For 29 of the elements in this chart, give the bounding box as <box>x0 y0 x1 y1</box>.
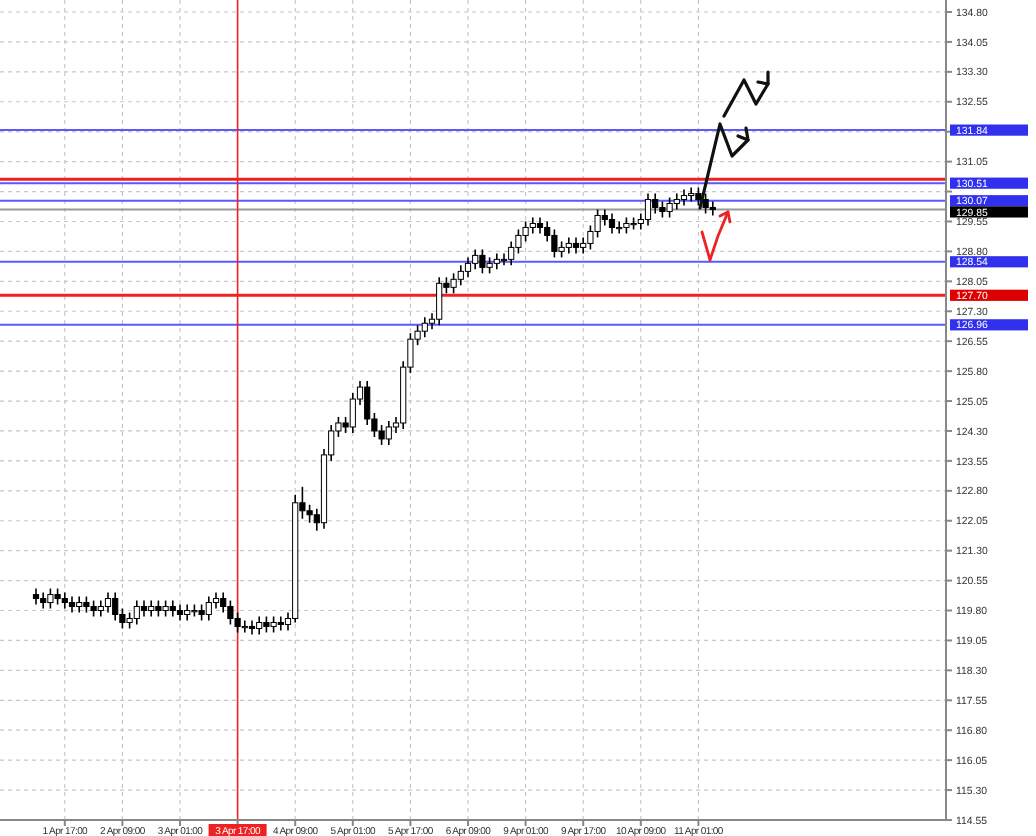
candlestick <box>133 599 140 626</box>
candlestick <box>464 256 472 279</box>
candlestick <box>472 248 479 271</box>
candlestick <box>112 591 119 622</box>
candlestick <box>385 420 392 446</box>
candlestick <box>436 276 443 327</box>
candlestick <box>227 599 234 626</box>
candlestick <box>666 196 673 219</box>
candlestick <box>551 228 558 259</box>
candlestick <box>241 619 248 634</box>
candlestick <box>104 591 112 614</box>
candlestick <box>47 587 54 610</box>
candlestick <box>277 615 284 632</box>
candlestick <box>248 619 256 636</box>
candlestick <box>652 192 659 215</box>
candlestick <box>364 380 371 426</box>
candlestick <box>616 220 623 235</box>
candlestick <box>205 595 212 622</box>
candlestick <box>608 212 616 235</box>
candlestick <box>508 240 515 267</box>
candlestick <box>709 200 716 217</box>
candlestick <box>421 316 428 338</box>
candlestick <box>644 192 652 227</box>
candlestick <box>450 272 457 295</box>
candlestick <box>457 264 464 287</box>
candlestick <box>220 591 227 614</box>
candlestick <box>702 192 709 215</box>
candlestick <box>479 248 486 275</box>
candlestick <box>688 186 695 203</box>
